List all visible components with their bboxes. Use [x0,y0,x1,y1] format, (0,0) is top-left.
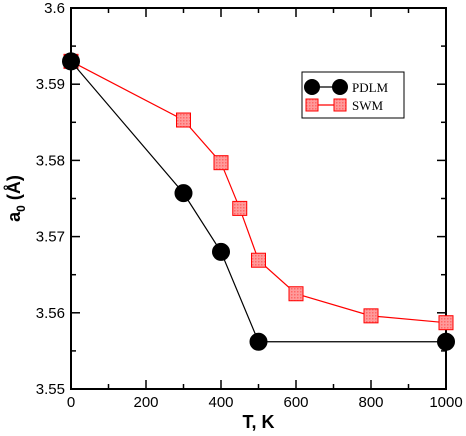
y-tick-label: 3.56 [36,305,65,322]
data-point-pdlm [62,52,80,71]
x-tick-label: 600 [283,394,308,411]
legend-marker-swm [333,98,347,112]
axis-ticks: 0 200 400 600 800 1000 3.55 3.56 3.57 3.58 3.59 3.6 [36,0,463,411]
data-point-swm [232,200,248,216]
y-axis-label-main: a [4,211,24,222]
legend-label-pdlm: PDLM [352,80,389,95]
legend-marker-swm [305,98,319,112]
data-point-pdlm [212,242,230,261]
x-tick-label: 0 [67,394,75,411]
y-tick-label: 3.58 [36,152,65,169]
y-tick-label: 3.55 [36,381,65,398]
legend: PDLM SWM [301,71,405,119]
y-tick-label: 3.59 [36,76,65,93]
y-axis-label-subscript: 0 [14,205,28,212]
x-tick-label: 800 [358,394,383,411]
data-point-swm [251,252,266,268]
plot-border [70,7,447,390]
data-point-swm [288,286,304,302]
x-tick-label: 400 [208,394,233,411]
legend-box [301,71,405,119]
data-point-swm [176,112,191,128]
legend-label-swm: SWM [352,98,384,113]
x-tick-label: 200 [133,394,158,411]
y-axis-label: a0 (Å) [4,175,28,222]
data-point-pdlm [249,332,268,351]
data-point-pdlm [437,332,455,351]
y-axis-label-unit: (Å) [4,175,24,205]
data-point-swm [213,155,229,171]
series-pdlm [62,52,455,351]
data-point-pdlm [174,184,193,203]
plot-frame [70,7,447,390]
series-layer [62,52,455,351]
x-tick-label: 1000 [429,394,462,411]
y-tick-label: 3.6 [44,0,65,17]
y-tick-label: 3.57 [36,229,65,246]
legend-marker-pdlm [332,79,348,95]
legend-marker-pdlm [304,79,320,95]
data-point-swm [438,315,454,331]
data-point-swm [363,308,379,324]
x-axis-label: T, K [242,412,274,432]
